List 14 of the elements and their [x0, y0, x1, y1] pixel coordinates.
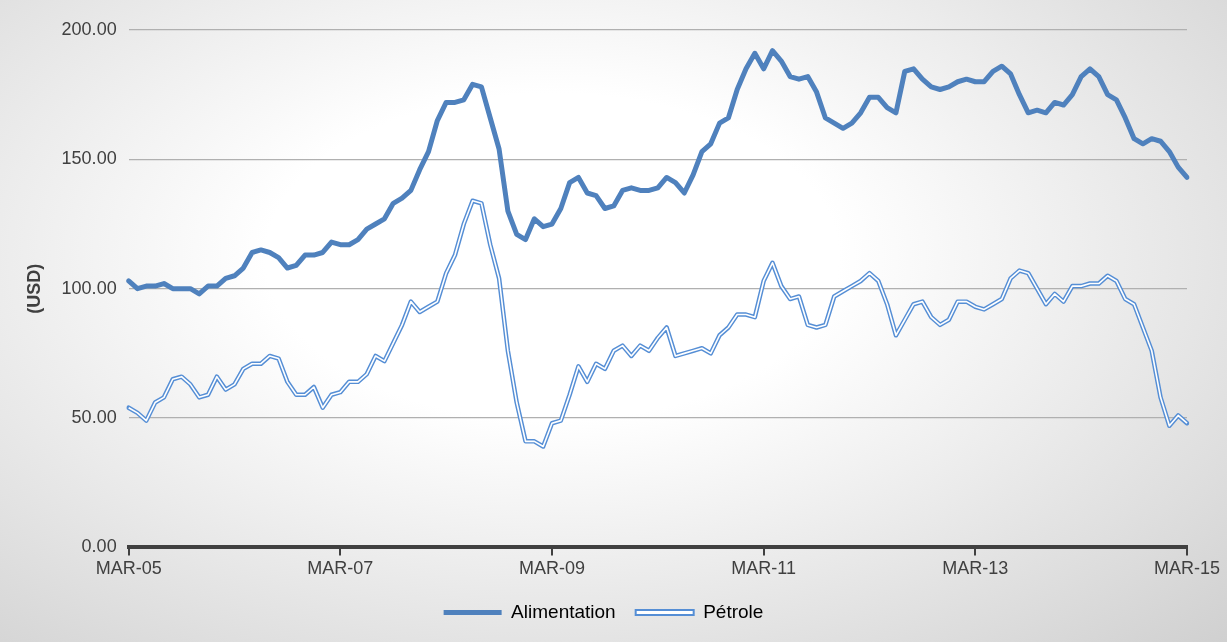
x-tick-label: MAR-07: [307, 558, 374, 579]
legend-label: Alimentation: [511, 600, 616, 622]
y-axis-title: (USD): [23, 263, 44, 314]
y-tick-label: 0.00: [81, 536, 117, 557]
y-tick-label: 200.00: [61, 18, 117, 39]
x-tick-label: MAR-13: [942, 558, 1009, 579]
x-tick-label: MAR-05: [95, 558, 162, 579]
y-tick-label: 150.00: [61, 148, 117, 169]
x-tick-label: MAR-09: [518, 558, 585, 579]
y-tick-label: 50.00: [71, 407, 117, 428]
legend-label: Pétrole: [703, 600, 764, 622]
x-tick-label: MAR-15: [1153, 558, 1221, 579]
y-tick-label: 100.00: [61, 277, 117, 298]
x-tick-label: MAR-11: [731, 558, 797, 579]
